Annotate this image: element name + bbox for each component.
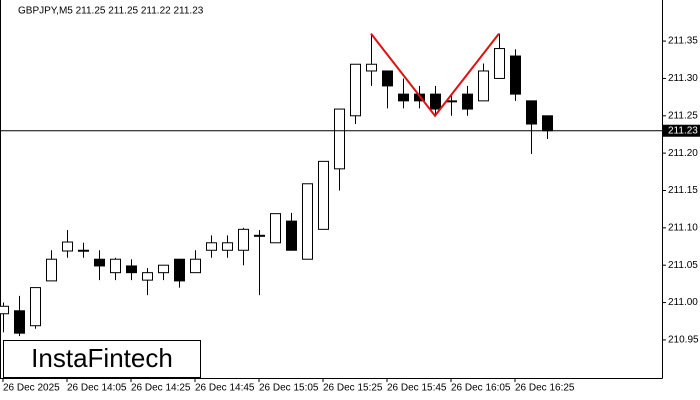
x-tick-label: 26 Dec 14:05 <box>67 383 127 394</box>
header: GBPJPY,M5 211.25 211.25 211.22 211.23 <box>18 6 204 17</box>
candle-body <box>174 258 185 282</box>
candle-body <box>238 228 249 251</box>
candle-body <box>46 258 57 282</box>
y-tick-label: 210.95 <box>668 335 699 346</box>
candle-body <box>398 93 409 102</box>
x-tick-label: 26 Dec 16:25 <box>515 383 575 394</box>
candle-body <box>206 242 217 251</box>
x-tick-label: 26 Dec 14:25 <box>131 383 191 394</box>
candle-body <box>286 220 297 251</box>
candle-body <box>494 48 505 79</box>
candle-body <box>222 242 233 251</box>
candle-body <box>158 264 169 274</box>
y-tick-label: 211.20 <box>668 148 698 159</box>
y-tick-label: 211.00 <box>668 297 698 308</box>
candle-body <box>366 63 377 72</box>
candle-body <box>110 258 121 274</box>
x-tick-label: 26 Dec 15:05 <box>259 383 319 394</box>
x-tick-label: 26 Dec 16:05 <box>451 383 511 394</box>
candle-body <box>0 305 9 315</box>
candle-body <box>254 234 265 237</box>
candle-body <box>126 265 137 274</box>
candle-body <box>382 70 393 87</box>
candle-body <box>510 55 521 95</box>
x-tick-label: 26 Dec 14:45 <box>195 383 255 394</box>
logo-box <box>3 340 201 378</box>
candle-body <box>302 183 313 260</box>
pattern-line <box>370 33 500 118</box>
candle-body <box>334 108 345 170</box>
y-tick-label: 211.25 <box>668 110 698 121</box>
candle-body <box>78 249 89 252</box>
y-tick-label: 211.35 <box>668 36 698 47</box>
candle-body <box>526 100 537 125</box>
candle-body <box>14 310 25 334</box>
last-price-box <box>662 124 700 137</box>
y-tick-label: 211.10 <box>668 222 698 233</box>
logo: InstaFintech <box>31 343 173 373</box>
y-tick-label: 211.30 <box>668 73 698 84</box>
candle-body <box>142 272 153 281</box>
candle-body <box>30 287 41 327</box>
candle-body <box>446 100 457 103</box>
candle-body <box>62 241 73 252</box>
candle-body <box>478 70 489 102</box>
candle-body <box>270 213 281 244</box>
candle-body <box>190 258 201 274</box>
x-tick-label: 26 Dec 2025 <box>3 383 60 394</box>
candle-body <box>318 160 329 230</box>
x-tick-label: 26 Dec 15:25 <box>323 383 383 394</box>
x-tick-label: 26 Dec 15:45 <box>387 383 447 394</box>
candle-body <box>462 93 473 110</box>
candle-body <box>350 63 361 117</box>
last-price-label: 211.23 <box>668 125 698 136</box>
candle-body <box>94 258 105 267</box>
candle-body <box>542 115 553 132</box>
y-tick-label: 211.05 <box>668 260 698 271</box>
y-tick-label: 211.15 <box>668 185 698 196</box>
candle-body <box>430 93 441 110</box>
